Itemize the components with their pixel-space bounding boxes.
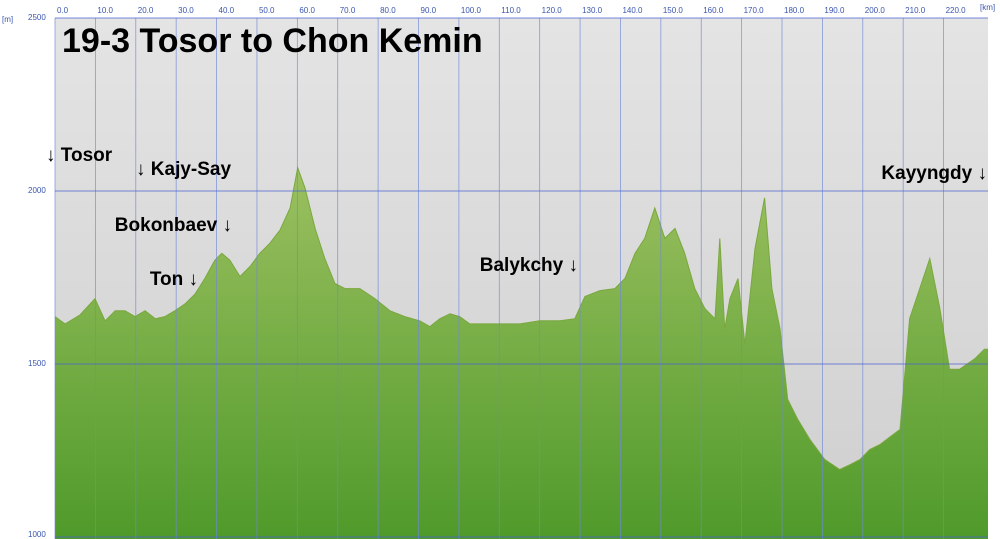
annotation: Balykchy ↓ bbox=[480, 255, 578, 276]
chart-title: 19-3 Tosor to Chon Kemin bbox=[62, 22, 483, 60]
x-tick-label: 20.0 bbox=[138, 6, 154, 15]
y-tick-label: 2000 bbox=[28, 186, 46, 195]
x-tick-label: 220.0 bbox=[946, 6, 967, 15]
x-tick-label: 120.0 bbox=[542, 6, 563, 15]
x-tick-label: 170.0 bbox=[744, 6, 765, 15]
x-tick-label: 40.0 bbox=[219, 6, 235, 15]
annotation: ↓ Tosor bbox=[46, 145, 113, 166]
x-tick-label: 60.0 bbox=[299, 6, 315, 15]
x-tick-label: 140.0 bbox=[622, 6, 643, 15]
x-tick-label: 130.0 bbox=[582, 6, 603, 15]
annotation: Kayyngdy ↓ bbox=[881, 163, 987, 184]
x-tick-label: 110.0 bbox=[501, 6, 521, 15]
annotation: Ton ↓ bbox=[150, 269, 198, 290]
x-unit: [km] bbox=[980, 3, 995, 12]
x-tick-label: 190.0 bbox=[824, 6, 845, 15]
y-tick-label: 1000 bbox=[28, 530, 46, 539]
area-fill bbox=[55, 167, 988, 539]
x-tick-label: 70.0 bbox=[340, 6, 356, 15]
x-tick-label: 0.0 bbox=[57, 6, 69, 15]
x-tick-label: 90.0 bbox=[421, 6, 437, 15]
x-tick-label: 100.0 bbox=[461, 6, 482, 15]
x-tick-label: 10.0 bbox=[97, 6, 113, 15]
y-tick-label: 2500 bbox=[28, 13, 46, 22]
x-tick-label: 150.0 bbox=[663, 6, 684, 15]
x-tick-label: 30.0 bbox=[178, 6, 194, 15]
annotation: Bokonbaev ↓ bbox=[115, 215, 232, 236]
annotation: ↓ Kajy-Say bbox=[136, 159, 231, 180]
x-tick-label: 180.0 bbox=[784, 6, 805, 15]
x-tick-label: 50.0 bbox=[259, 6, 275, 15]
x-tick-label: 80.0 bbox=[380, 6, 396, 15]
y-tick-label: 1500 bbox=[28, 359, 46, 368]
x-tick-label: 200.0 bbox=[865, 6, 886, 15]
x-tick-label: 210.0 bbox=[905, 6, 926, 15]
x-tick-label: 160.0 bbox=[703, 6, 724, 15]
y-unit: [m] bbox=[2, 15, 13, 24]
